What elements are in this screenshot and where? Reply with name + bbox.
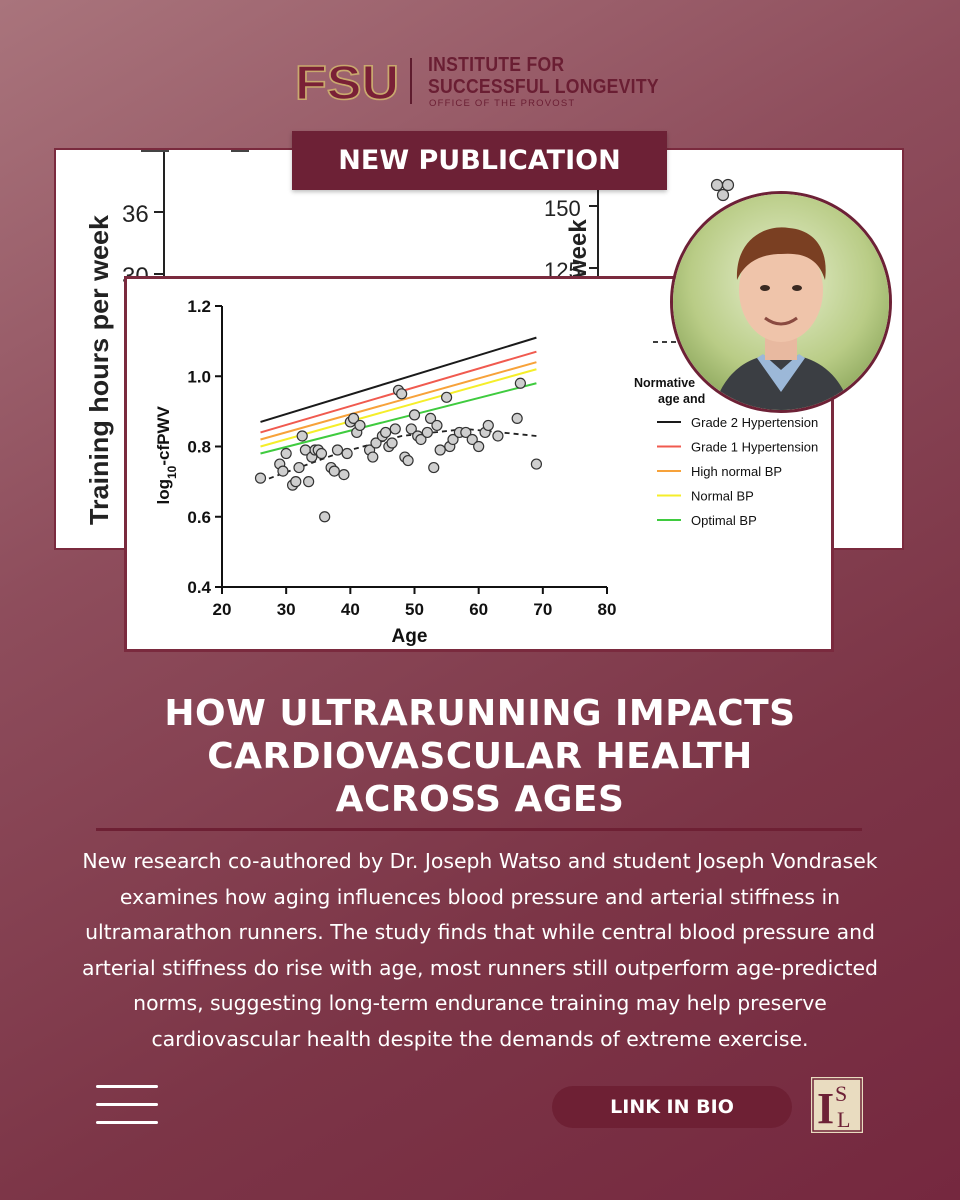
link-in-bio-button[interactable]: LINK IN BIO	[552, 1086, 792, 1128]
data-point-53	[482, 419, 494, 432]
data-point-41	[424, 412, 437, 424]
data-point-37	[408, 409, 421, 421]
isl-letter-i: I	[817, 1084, 834, 1133]
data-point-40	[421, 426, 433, 439]
data-point-43	[431, 419, 443, 432]
headline-line-2: CARDIOVASCULAR HEALTH	[207, 736, 753, 777]
menu-icon[interactable]	[96, 1085, 158, 1125]
norm-line-0	[260, 336, 537, 423]
headline-line-3: ACROSS AGES	[335, 779, 625, 820]
y-tick-label-4: 1.2	[187, 297, 211, 316]
data-point-28	[380, 426, 392, 439]
y-tick-label-0: 0.4	[187, 578, 211, 597]
data-point-3	[280, 447, 292, 460]
author-photo	[670, 191, 892, 413]
x-tick-label-5: 70	[533, 600, 552, 619]
new-publication-badge: NEW PUBLICATION	[292, 131, 667, 190]
logo-divider	[410, 58, 412, 104]
data-point-17	[331, 444, 344, 456]
data-point-25	[367, 451, 379, 463]
isl-letter-l: L	[837, 1107, 850, 1132]
y-axis-label: log10-cfPWV	[154, 405, 179, 504]
data-point-21	[347, 412, 360, 424]
headline: HOW ULTRARUNNING IMPACTS CARDIOVASCULAR …	[60, 692, 900, 821]
data-point-13	[315, 447, 328, 460]
norm-line-4	[260, 382, 537, 455]
office-of-provost: OFFICE OF THE PROVOST	[429, 98, 576, 109]
data-point-33	[396, 388, 408, 400]
x-axis-label: Age	[392, 626, 428, 647]
data-point-23	[354, 419, 366, 432]
legend-title-1: Normative	[634, 376, 695, 390]
data-point-44	[434, 444, 446, 456]
x-tick-label-0: 20	[213, 600, 232, 619]
headline-divider	[96, 828, 862, 831]
y-tick-label-3: 1.0	[187, 367, 211, 386]
data-point-9	[303, 476, 315, 488]
data-point-56	[514, 377, 526, 389]
data-point-16	[328, 465, 340, 477]
data-point-5	[290, 476, 302, 488]
institute-line-2: SUCCESSFUL LONGEVITY	[428, 76, 659, 98]
legend-label-0: Grade 2 Hypertension	[691, 415, 818, 430]
y-tick-label-1: 0.6	[187, 508, 211, 527]
data-point-36	[405, 423, 417, 435]
data-point-0	[254, 472, 267, 484]
data-point-54	[492, 430, 504, 442]
y-tick-label-2: 0.8	[187, 438, 211, 457]
data-point-42	[428, 461, 440, 474]
back-right-tick-150: 150	[544, 196, 581, 221]
data-point-47	[447, 433, 459, 446]
x-tick-label-4: 60	[469, 600, 488, 619]
back-left-ylabel: Training hours per week	[84, 214, 114, 525]
norm-line-2	[260, 361, 537, 441]
back-right-ylabel: week	[565, 219, 592, 279]
legend-label-3: Normal BP	[691, 489, 754, 504]
data-point-55	[511, 412, 523, 424]
x-tick-label-6: 80	[598, 600, 617, 619]
institute-line-1: INSTITUTE FOR	[428, 54, 565, 76]
data-point-35	[402, 454, 414, 467]
legend-label-1: Grade 1 Hypertension	[691, 440, 818, 455]
data-point-14	[319, 511, 331, 523]
data-point-39	[415, 433, 427, 446]
headline-line-1: HOW ULTRARUNNING IMPACTS	[164, 693, 796, 734]
data-point-51	[473, 440, 485, 453]
data-point-30	[386, 437, 398, 449]
isl-letter-s: S	[835, 1081, 847, 1106]
summary-paragraph: New research co-authored by Dr. Joseph W…	[82, 849, 879, 1051]
legend-label-4: Optimal BP	[691, 513, 757, 528]
legend-label-2: High normal BP	[691, 464, 782, 479]
fsu-logo: FSU	[294, 56, 400, 106]
data-point-26	[370, 437, 382, 449]
isl-logo: I S L	[811, 1077, 863, 1133]
data-point-31	[389, 423, 401, 435]
data-point-6	[293, 461, 305, 474]
data-point-50	[466, 433, 478, 446]
data-point-7	[296, 430, 308, 442]
data-point-45	[440, 391, 453, 403]
fsu-logo-text: FSU	[295, 57, 399, 106]
cfpwv-age-chart: 0.4 0.6 0.8 1.0 1.2 20 30 40 50 60 70 80 Age log10-cf…	[154, 297, 818, 647]
data-point-19	[341, 447, 353, 460]
x-tick-label-1: 30	[277, 600, 296, 619]
x-tick-label-2: 40	[341, 600, 360, 619]
data-point-2	[277, 465, 289, 477]
data-point-49	[460, 426, 472, 439]
data-point-57	[530, 458, 543, 470]
back-left-tick-36: 36	[122, 201, 149, 228]
legend-title-2: age and	[658, 392, 705, 406]
data-point-18	[338, 469, 350, 481]
x-tick-label-3: 50	[405, 600, 424, 619]
